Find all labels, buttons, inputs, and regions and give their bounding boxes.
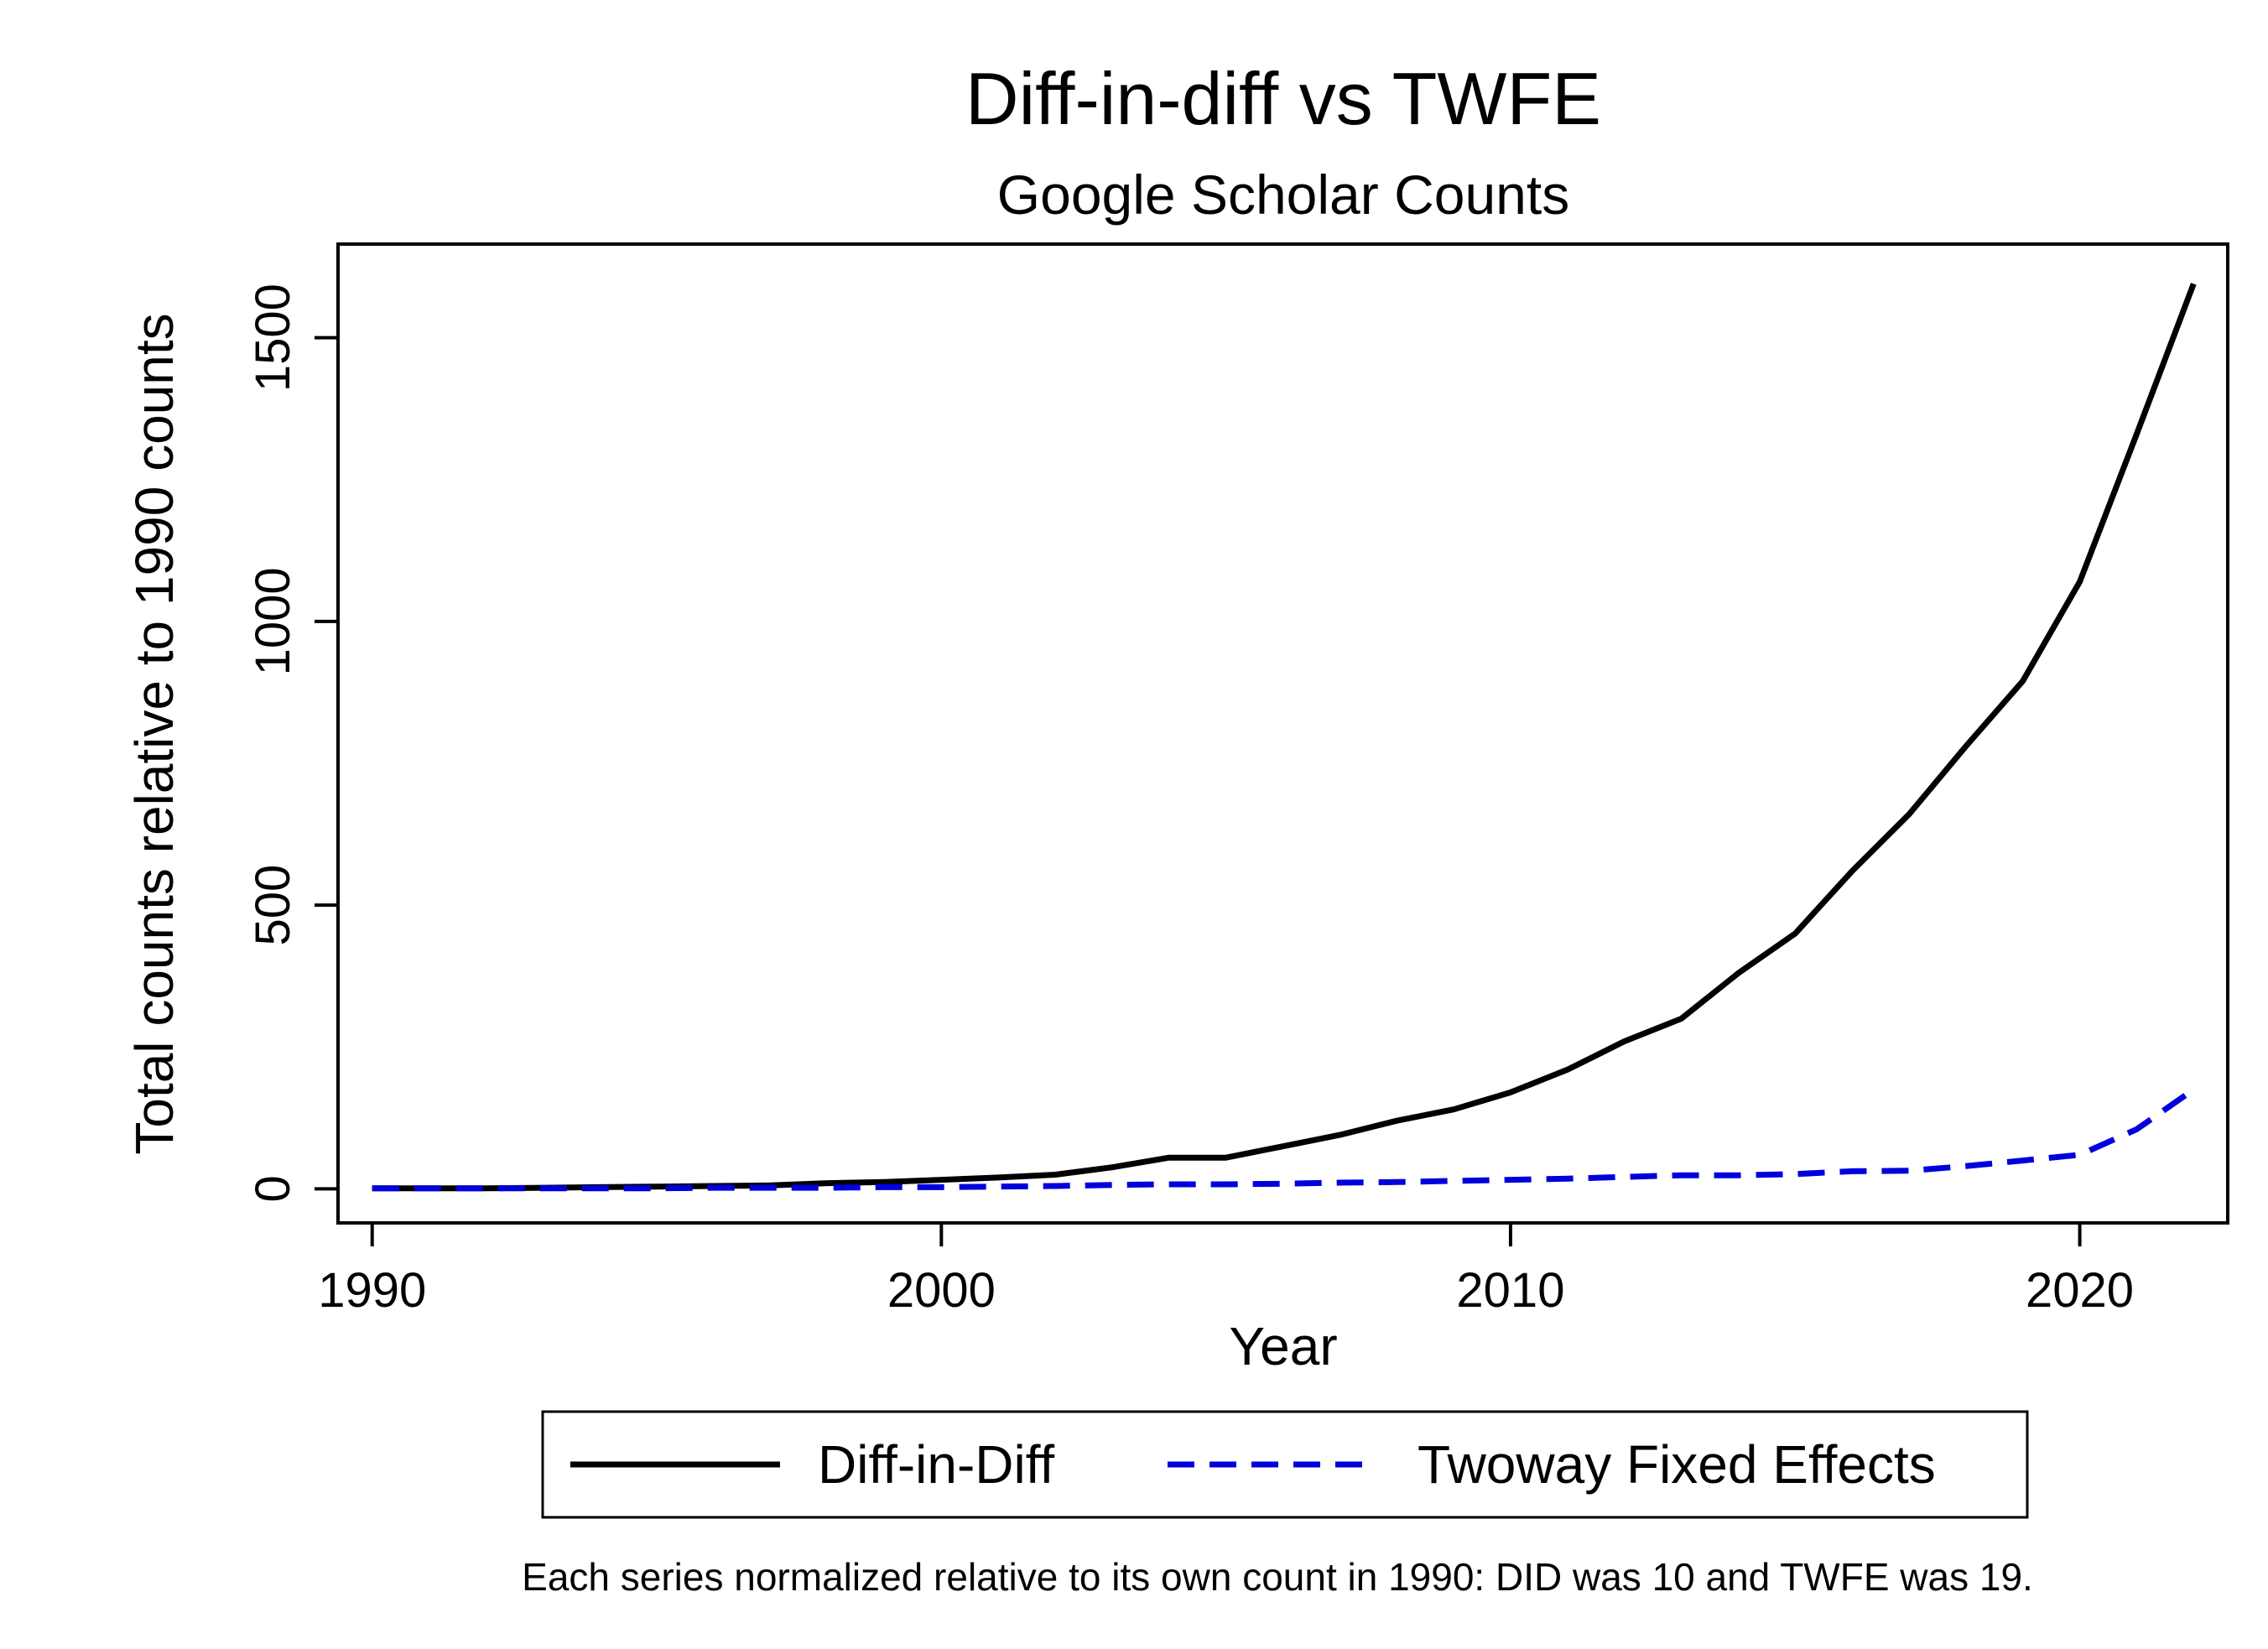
series-line-twoway-fixed-effects [372,1087,2196,1192]
chart-note: Each series normalized relative to its o… [522,1555,2033,1599]
x-axis-label: Year [1229,1316,1337,1376]
x-tick-label: 2000 [887,1263,996,1318]
x-axis: 1990 2000 2010 2020 [318,1223,2134,1318]
y-tick-label: 1000 [246,567,300,675]
x-tick-label: 2020 [2026,1263,2134,1318]
y-axis: 0 500 1000 1500 [246,284,338,1203]
series-lines [372,283,2197,1192]
chart-subtitle: Google Scholar Counts [997,164,1569,226]
y-tick-label: 500 [246,865,300,946]
y-axis-label: Total counts relative to 1990 counts [124,313,185,1154]
x-tick-label: 2010 [1456,1263,1564,1318]
series-line-diff-in-diff [372,283,2197,1192]
legend: Diff-in-Diff Twoway Fixed Effects [541,1410,2029,1519]
x-tick-label: 1990 [318,1263,426,1318]
legend-box [541,1410,2029,1519]
chart-title: Diff-in-diff vs TWFE [965,57,1601,140]
legend-label-diff-in-diff: Diff-in-Diff [818,1434,1054,1495]
y-tick-label: 1500 [246,284,300,392]
plot-area-frame [336,242,2229,1225]
y-tick-label: 0 [246,1175,300,1202]
legend-label-twoway-fixed-effects: Twoway Fixed Effects [1418,1434,1936,1495]
